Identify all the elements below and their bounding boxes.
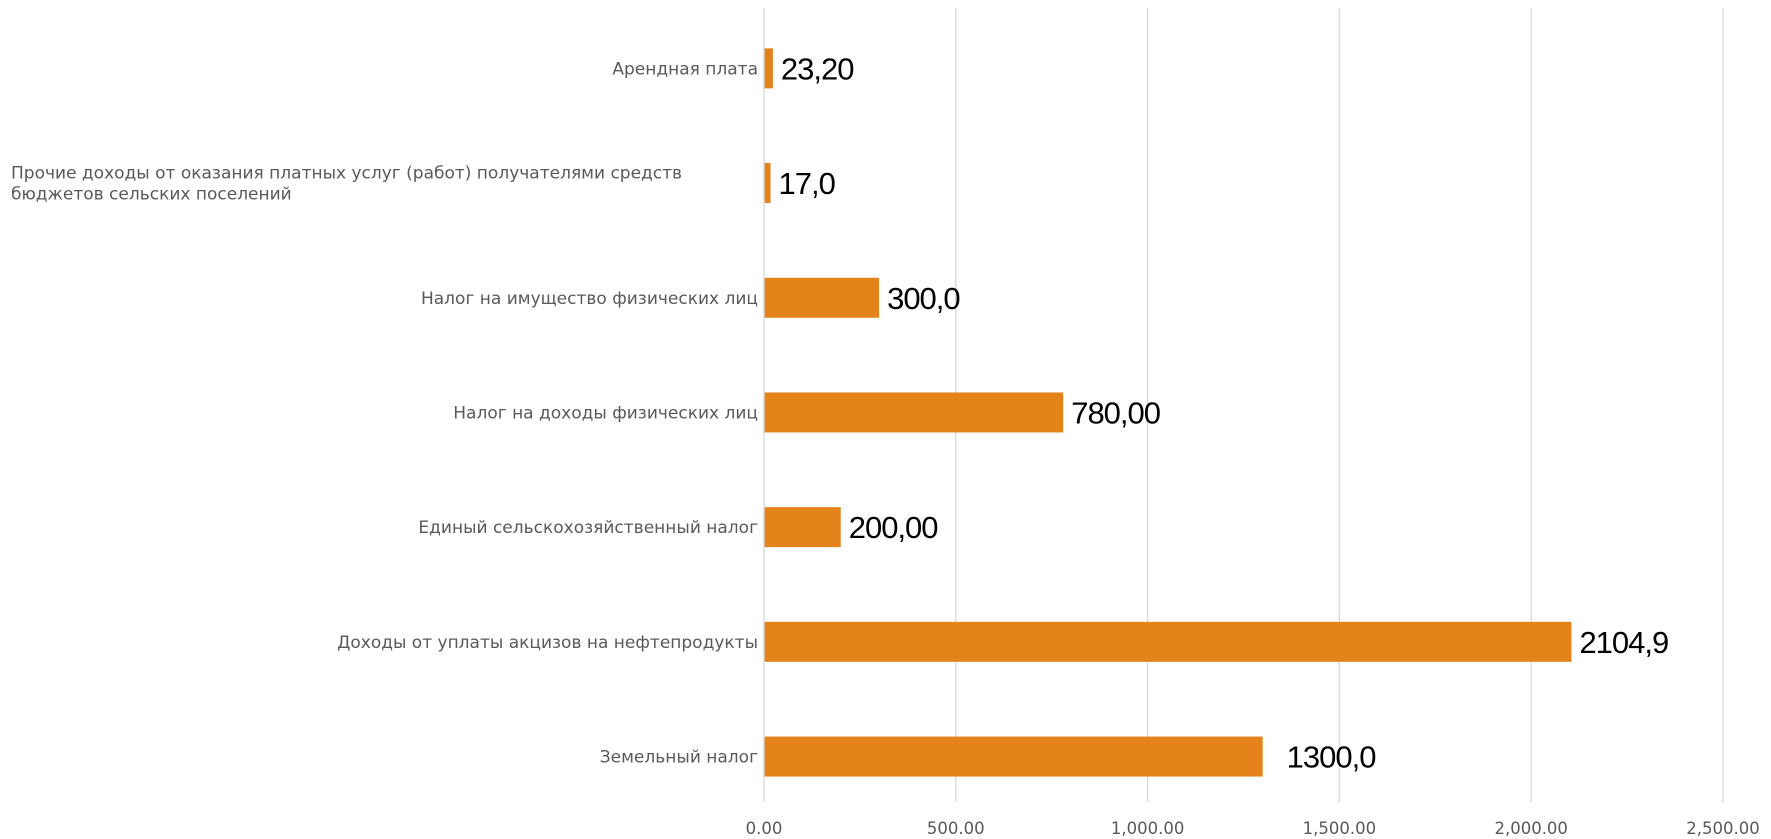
bar <box>764 277 880 318</box>
bar <box>764 736 1263 777</box>
x-tick-label: 2,000.00 <box>1494 819 1567 838</box>
category-label-line: Прочие доходы от оказания платных услуг … <box>11 164 682 184</box>
data-label: 23,20 <box>781 51 854 86</box>
category-label: Арендная плата <box>612 59 758 79</box>
gridlines <box>955 8 1724 802</box>
category-label: Доходы от уплаты акцизов на нефтепродукт… <box>337 633 758 653</box>
labels: 0.00 500.00 1,000.00 1,500.00 2,000.00 2,500.… <box>11 51 1760 838</box>
category-label: Налог на имущество физических лиц <box>421 289 758 309</box>
data-label: 1300,0 <box>1287 740 1377 775</box>
bars <box>764 48 1572 777</box>
data-label: 780,00 <box>1071 395 1161 430</box>
category-label: Единый сельскохозяйственный налог <box>418 518 758 538</box>
data-label: 200,00 <box>849 510 939 545</box>
bar <box>764 48 773 89</box>
data-label: 17,0 <box>779 166 836 201</box>
data-label: 2104,9 <box>1579 625 1668 660</box>
x-tick-label: 500.00 <box>927 819 985 838</box>
category-label: Земельный налог <box>600 748 758 768</box>
data-label: 300,0 <box>887 281 960 316</box>
category-label: Прочие доходы от оказания платных услуг … <box>11 164 682 205</box>
bar <box>764 392 1064 433</box>
category-label-line: бюджетов сельских поселений <box>11 185 292 205</box>
x-tick-label: 0.00 <box>746 819 783 838</box>
category-label: Налог на доходы физических лиц <box>453 403 758 423</box>
x-tick-label: 1,000.00 <box>1111 819 1184 838</box>
bar <box>764 163 771 204</box>
x-tick-label: 2,500.00 <box>1686 819 1759 838</box>
bar <box>764 621 1572 662</box>
x-tick-label: 1,500.00 <box>1303 819 1376 838</box>
bar <box>764 507 841 548</box>
